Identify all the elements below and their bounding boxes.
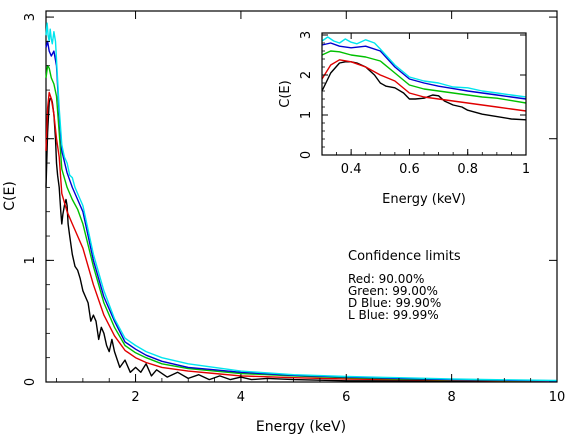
legend-green: Green: 99.00% bbox=[348, 284, 438, 298]
main-x-tick-label: 8 bbox=[447, 390, 455, 405]
main-x-tick-label: 10 bbox=[549, 390, 566, 405]
legend-light-blue: L Blue: 99.99% bbox=[348, 308, 439, 322]
main-y-tick-label: 3 bbox=[23, 13, 38, 21]
inset-y-tick-label: 0 bbox=[299, 151, 314, 159]
legend-dark-blue: D Blue: 99.90% bbox=[348, 296, 441, 310]
inset-x-tick-label: 0.8 bbox=[457, 162, 478, 177]
inset-x-tick-label: 1 bbox=[522, 162, 530, 177]
confidence-legend: Confidence limits Red: 90.00% Green: 99.… bbox=[348, 249, 461, 322]
inset-y-ticks: 0 1 2 3 bbox=[299, 31, 526, 159]
legend-red: Red: 90.00% bbox=[348, 272, 424, 286]
inset-series-4-line bbox=[321, 36, 527, 98]
inset-x-tick-label: 0.4 bbox=[341, 162, 362, 177]
legend-title: Confidence limits bbox=[348, 249, 461, 264]
inset-series-2-line bbox=[321, 50, 527, 104]
inset-series-1-line bbox=[321, 59, 527, 112]
main-y-tick-label: 2 bbox=[23, 135, 38, 143]
main-y-axis-label: C(E) bbox=[2, 181, 18, 211]
inset-x-axis-label: Energy (keV) bbox=[382, 192, 466, 207]
inset-y-axis-label: C(E) bbox=[278, 80, 293, 107]
main-y-tick-label: 1 bbox=[23, 256, 38, 264]
inset-series-3-line bbox=[321, 42, 527, 100]
main-x-tick-label: 6 bbox=[342, 390, 350, 405]
main-y-ticks: 0 1 2 3 bbox=[23, 13, 557, 386]
main-series-0-line bbox=[45, 97, 558, 383]
main-x-axis-label: Energy (keV) bbox=[256, 419, 346, 435]
inset-series-group bbox=[321, 36, 527, 121]
inset-y-tick-label: 1 bbox=[299, 111, 314, 119]
main-y-tick-label: 0 bbox=[23, 378, 38, 386]
inset-y-tick-label: 3 bbox=[299, 31, 314, 39]
inset-x-tick-label: 0.6 bbox=[399, 162, 420, 177]
inset-y-tick-label: 2 bbox=[299, 71, 314, 79]
main-series-4-line bbox=[45, 22, 558, 382]
main-x-tick-label: 4 bbox=[237, 390, 245, 405]
main-x-ticks: 2 4 6 8 10 bbox=[56, 11, 566, 405]
inset-chart: 0.4 0.6 0.8 1 0 1 2 3 Energy (keV) C(E) bbox=[278, 31, 530, 207]
inset-x-ticks: 0.4 0.6 0.8 1 bbox=[336, 33, 530, 177]
main-plot-frame bbox=[45, 10, 558, 383]
inset-background bbox=[322, 33, 526, 155]
main-x-tick-label: 2 bbox=[131, 390, 139, 405]
